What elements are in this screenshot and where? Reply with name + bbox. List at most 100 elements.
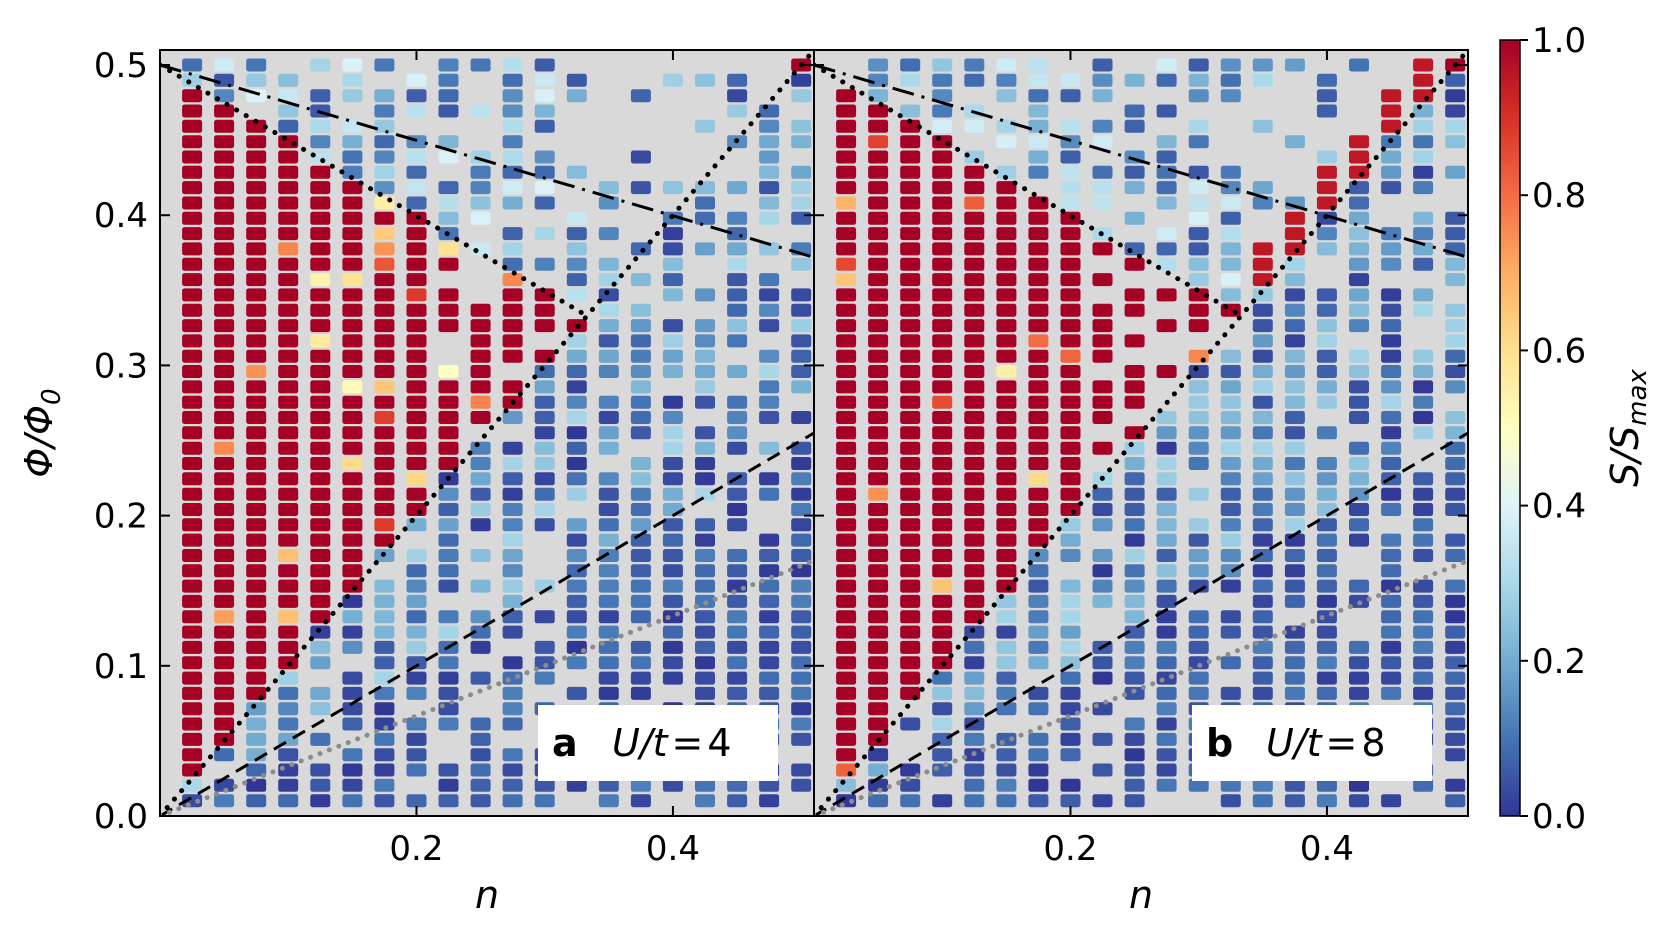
panel-a-cell [502, 257, 523, 271]
panel-a-cell [214, 503, 235, 516]
panel-b-cell [1284, 549, 1305, 562]
panel-a-cell [502, 487, 523, 501]
panel-b-cell [1156, 181, 1177, 195]
panel-a-cell [374, 104, 395, 118]
panel-b-cell [932, 457, 953, 470]
panel-a-cell [502, 58, 523, 72]
panel-b-cell [932, 579, 953, 593]
panel-a-cell [214, 518, 235, 532]
panel-a-cell [182, 349, 203, 363]
panel-b-cell [1445, 702, 1466, 716]
panel-b-cell [1188, 227, 1209, 241]
panel-a-cell [727, 640, 748, 654]
panel-b-cell [1124, 487, 1145, 501]
panel-a-cell [566, 334, 587, 348]
panel-a-cell [791, 365, 812, 378]
panel-b-cell [1028, 411, 1049, 424]
panel-a-cell [502, 717, 523, 731]
panel-a-cell [791, 349, 812, 363]
panel-b-cell [964, 625, 985, 639]
panel-a-cell [182, 257, 203, 271]
panel-b-cell [868, 58, 889, 72]
panel-a-cell [342, 288, 363, 302]
y-tick-label: 0.2 [94, 497, 148, 537]
panel-a-cell [662, 472, 683, 486]
panel-a-cell [566, 610, 587, 624]
panel-b-cell [868, 119, 889, 133]
panel-a-cell [310, 441, 331, 455]
panel-b-cell [1316, 564, 1337, 578]
panel-a-cell [438, 257, 459, 271]
panel-a-cell [470, 349, 491, 363]
panel-a-cell [630, 242, 651, 256]
panel-a-cell [566, 273, 587, 287]
panel-a-cell [502, 594, 523, 608]
panel-a-cell [791, 257, 812, 271]
panel-a-cell [566, 656, 587, 670]
panel-a-cell [470, 778, 491, 792]
panel-b-cell [1060, 533, 1081, 547]
colorbar-tick-label: 0.4 [1532, 487, 1586, 527]
panel-a-x-tick-label: 0.4 [646, 829, 700, 869]
panel-a-cell [278, 257, 299, 271]
panel-b-cell [1381, 686, 1402, 700]
panel-b-annotation-box [1192, 705, 1432, 781]
panel-a-cell [374, 640, 395, 654]
panel-b-cell [932, 89, 953, 103]
panel-b-cell [1188, 319, 1209, 333]
panel-a-cell [759, 380, 780, 394]
panel-a-cell [374, 426, 395, 440]
panel-a-cell [534, 257, 555, 271]
panel-b-annotation-text: U/t = 8 [1266, 721, 1386, 765]
panel-b-cell [1445, 640, 1466, 654]
panel-b-cell [1349, 288, 1369, 302]
panel-b-cell [1316, 533, 1337, 547]
panel-a-cell [342, 119, 363, 133]
panel-a-cell [278, 319, 299, 333]
panel-a-cell [278, 273, 299, 287]
panel-a-cell [695, 656, 715, 670]
panel-b-cell [996, 181, 1017, 195]
panel-b-cell [964, 778, 985, 792]
panel-b-annotation-eq: = [1326, 721, 1358, 765]
panel-a-cell [374, 135, 395, 149]
panel-a-cell [470, 549, 491, 562]
panel-b-cell [1060, 411, 1081, 424]
panel-b-cell [1381, 503, 1402, 516]
panel-a-guide-line-dashdot-black [160, 63, 814, 259]
panel-a-cell [374, 625, 395, 639]
panel-a-cell [406, 257, 427, 271]
panel-a-cell [406, 794, 427, 808]
panel-a-cell [727, 334, 748, 348]
panel-b-cell [1349, 196, 1369, 210]
panel-b-cell [1445, 579, 1466, 593]
panel-b-cell [1381, 610, 1402, 624]
panel-b-cell [1092, 58, 1113, 72]
panel-b-cell [1220, 73, 1241, 87]
y-tick-label: 0.3 [94, 346, 148, 386]
panel-b-cell [1220, 579, 1241, 593]
panel-a-cell [374, 579, 395, 593]
panel-b-cell [996, 303, 1017, 317]
panel-b-cell [1124, 104, 1145, 118]
panel-a-cell [695, 211, 715, 225]
panel-b-cell [964, 165, 985, 179]
panel-b-cell [1188, 395, 1209, 409]
panel-a-cell [566, 89, 587, 103]
panel-b-cell [1413, 257, 1434, 271]
panel-b-cell [996, 365, 1017, 378]
panel-b-cell [1445, 732, 1466, 746]
panel-a-guide-line-dashed-black [160, 431, 814, 816]
panel-b-cell [996, 457, 1017, 470]
panel-a-cell [662, 181, 683, 195]
panel-a-cell [534, 487, 555, 501]
panel-b-cell [1252, 610, 1273, 624]
panel-b-cell [996, 549, 1017, 562]
panel-b-cell [964, 349, 985, 363]
panel-a-cell [278, 503, 299, 516]
panel-b-cell [996, 89, 1017, 103]
panel-a-cell [502, 503, 523, 516]
panel-b-cell [900, 794, 921, 808]
panel-a-cell [182, 73, 203, 87]
panel-a-cell [246, 135, 267, 149]
